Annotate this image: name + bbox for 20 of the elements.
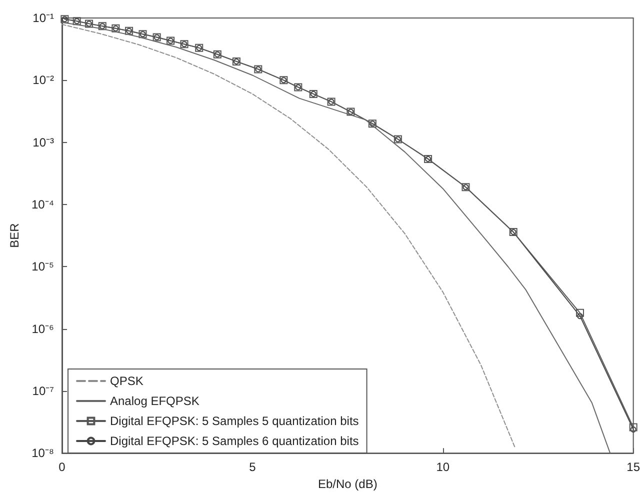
y-axis-title: BER [8, 222, 22, 248]
y-tick-label: 10⁻⁵ [32, 260, 54, 274]
y-tick-label: 10⁻⁶ [32, 322, 54, 336]
y-tick-label: 10⁻⁴ [31, 197, 54, 212]
y-tick-label: 10⁻¹ [32, 11, 54, 25]
x-tick-label: 5 [249, 460, 256, 474]
legend-label: QPSK [110, 374, 144, 388]
y-tick-label: 10⁻⁸ [32, 446, 54, 460]
x-tick-label: 15 [626, 460, 640, 474]
y-tick-label: 10⁻⁷ [32, 384, 54, 398]
legend-label: Digital EFQPSK: 5 Samples 6 quantization bits [110, 434, 359, 448]
x-tick-label: 0 [58, 460, 66, 474]
point [577, 313, 583, 320]
y-tick-label: 10⁻² [32, 73, 54, 88]
y-tick-label: 10⁻³ [32, 135, 54, 150]
point [576, 308, 584, 317]
x-axis-title: Eb/No (dB) [318, 477, 378, 491]
legend-label: Analog EFQPSK [110, 394, 200, 408]
legend-label: Digital EFQPSK: 5 Samples 5 quantization bits [110, 414, 359, 428]
x-tick-label: 10 [436, 460, 450, 474]
